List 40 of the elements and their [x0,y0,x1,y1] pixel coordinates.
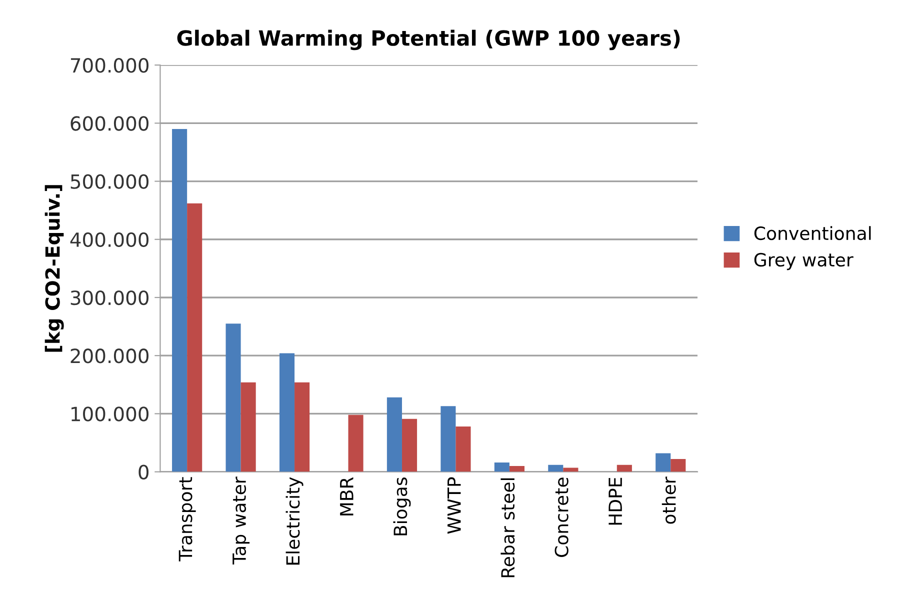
bar [348,414,364,472]
bar [616,464,632,472]
bar [402,418,418,472]
bar [279,353,295,472]
bar [172,128,188,472]
x-tick-label: Transport [178,477,196,562]
bar [187,203,202,472]
x-tick-label: Electricity [286,477,304,565]
bar [509,466,524,472]
x-tick-label: MBR [340,477,354,516]
bar [494,462,510,472]
y-tick-label: 600.000 [70,116,148,131]
legend-label: Conventional [754,226,871,240]
y-tick-label: 400.000 [70,232,148,248]
bar [656,453,671,472]
bar [294,382,310,472]
y-tick-label: 300.000 [70,290,148,306]
y-tick-label: 0 [138,464,148,480]
x-tick-label: WWTP [448,477,461,534]
y-tick-label: 700.000 [70,58,148,73]
y-axis-title: [kg CO2-Equiv.] [44,185,64,352]
x-tick-label: HDPE [608,478,622,525]
bar [456,426,471,472]
x-tick-label: Biogas [393,478,411,536]
x-tick-label: Rebar steel [500,478,515,578]
x-tick-label: other [662,476,676,524]
y-tick-label: 500.000 [70,174,148,189]
bar [226,324,241,472]
bar [670,459,686,472]
bar [386,397,402,472]
chart-title: Global Warming Potential (GWP 100 years) [177,30,680,50]
y-tick-label: 100.000 [72,406,148,422]
bar [548,464,564,472]
y-tick-label: 200.000 [70,348,148,364]
x-tick-label: Concrete [554,478,568,557]
bar [440,406,456,472]
bar [563,468,578,472]
bar [240,382,256,472]
x-tick-label: Tap water [232,476,250,564]
legend-label: Grey water [754,252,854,270]
